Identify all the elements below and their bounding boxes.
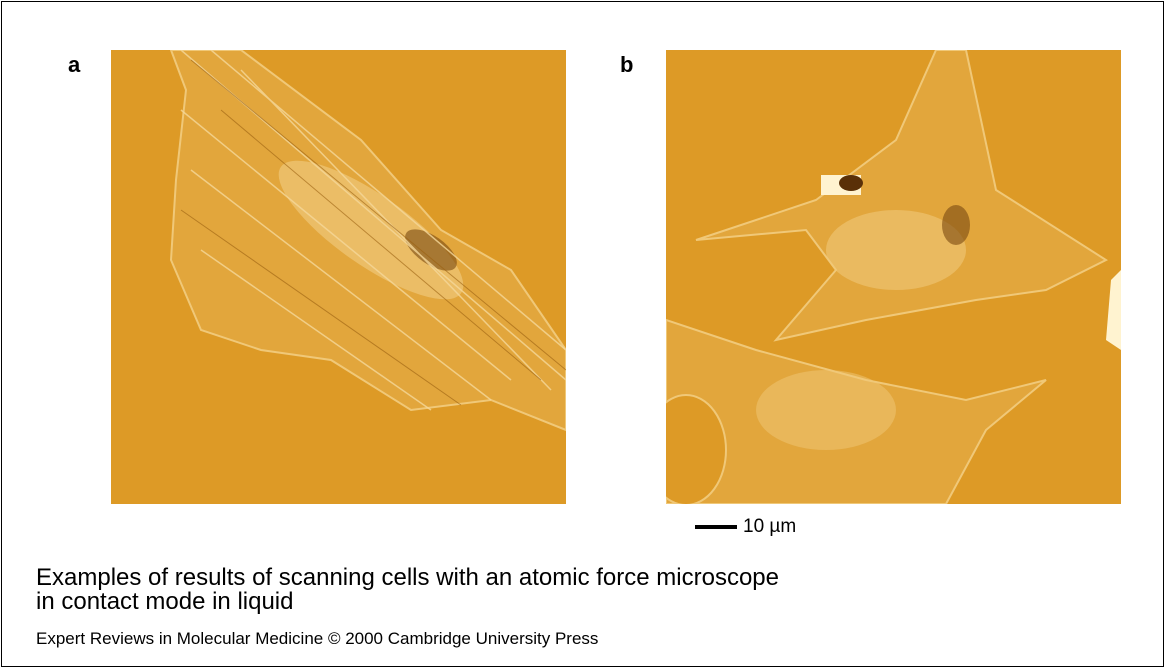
panel-label: a	[68, 52, 80, 78]
panel-label: b	[620, 52, 633, 78]
scale-bar: 10 µm	[695, 516, 796, 538]
credit: Expert Reviews in Molecular Medicine © 2…	[36, 629, 598, 649]
afm-image-b	[666, 50, 1121, 504]
scale-label: 10 µm	[743, 516, 796, 538]
caption-line: in contact mode in liquid	[36, 590, 293, 614]
caption-line: Examples of results of scanning cells wi…	[36, 566, 779, 590]
figure-frame: a b 10 µm Examples of results of scannin…	[1, 1, 1164, 667]
afm-image-a	[111, 50, 566, 504]
